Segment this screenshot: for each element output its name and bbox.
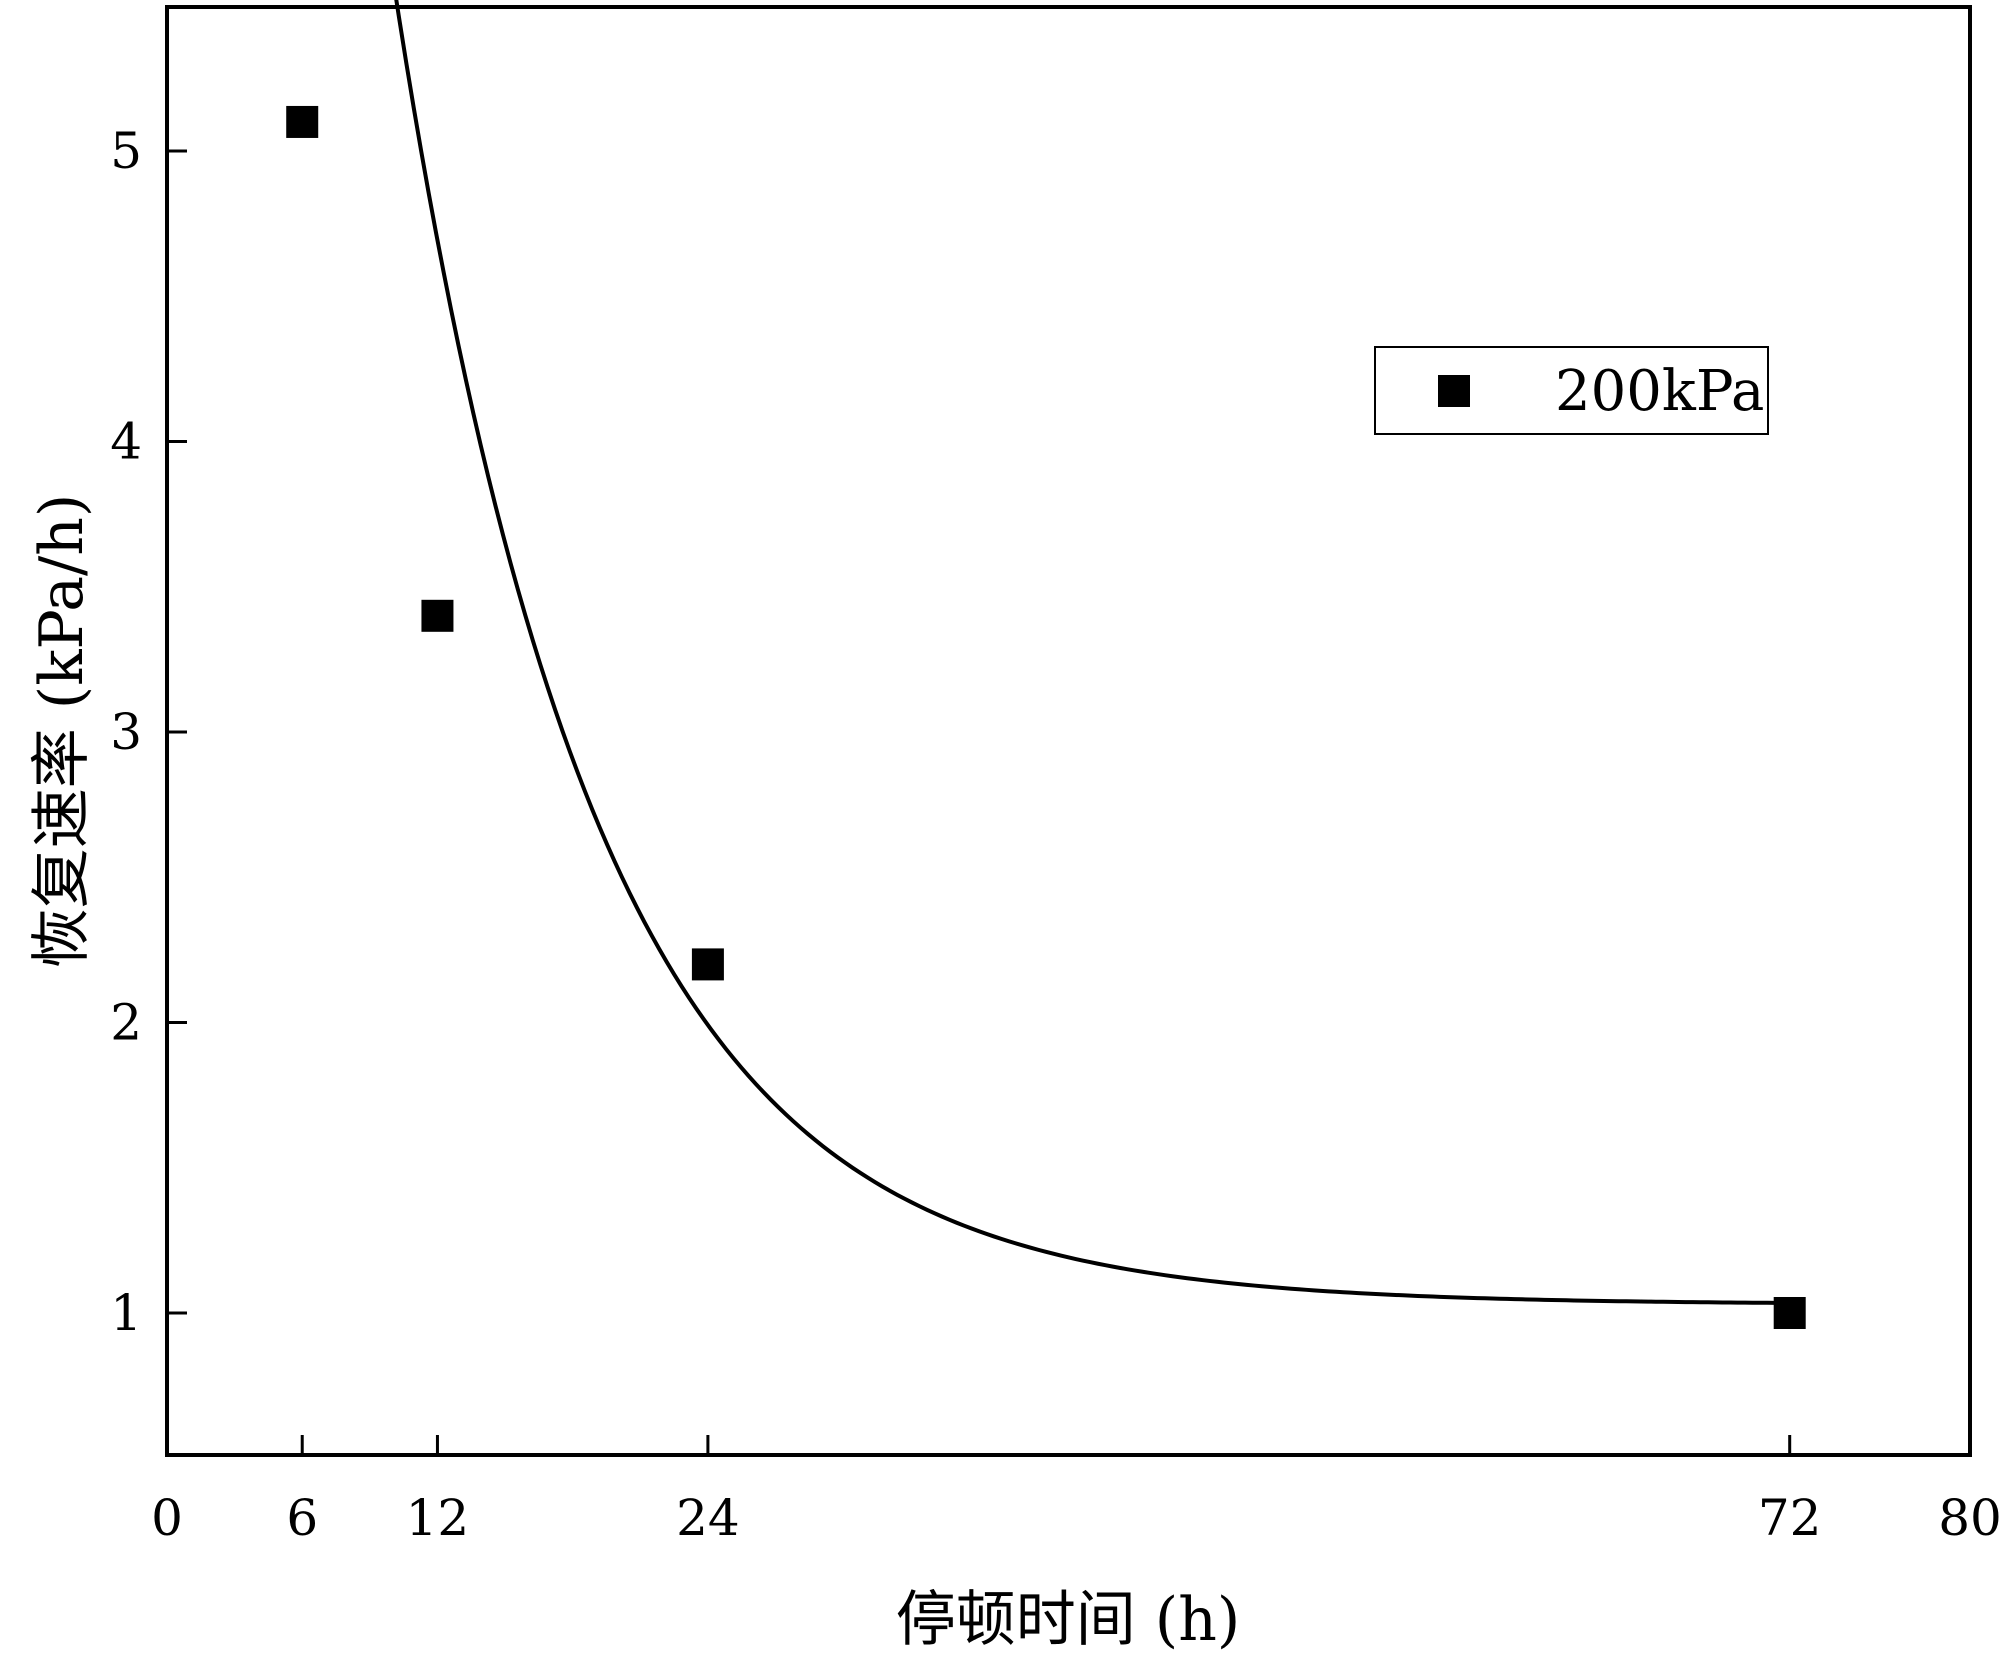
y-tick-label: 4 xyxy=(110,413,142,471)
plot-frame xyxy=(165,5,1972,1457)
y-tick-label: 3 xyxy=(110,703,142,761)
x-axis-title: 停顿时间 (h) xyxy=(896,1585,1241,1655)
x-tick-label: 0 xyxy=(151,1489,183,1547)
x-tick-label: 12 xyxy=(406,1489,470,1547)
data-points xyxy=(286,105,1806,1329)
data-point-square xyxy=(691,948,724,981)
x-tick-label: 6 xyxy=(286,1489,318,1547)
y-tick-label: 5 xyxy=(110,122,142,180)
data-point-square xyxy=(1773,1297,1806,1329)
x-tick-label: 80 xyxy=(1938,1489,2000,1547)
y-axis-title: 恢复速率 (kPa/h) xyxy=(27,494,97,969)
data-point-square xyxy=(286,105,319,138)
x-axis-ticks: 0 6 12 24 72 80 xyxy=(151,1435,2000,1547)
y-tick-label: 2 xyxy=(110,994,142,1052)
x-tick-label: 72 xyxy=(1758,1489,1822,1547)
legend: 200kPa xyxy=(1374,346,1769,435)
legend-marker-square xyxy=(1438,375,1470,407)
data-point-square xyxy=(421,599,454,632)
y-axis-ticks: 1 2 3 4 5 xyxy=(110,122,187,1342)
x-tick-label: 24 xyxy=(676,1489,740,1547)
fit-curve xyxy=(394,0,1790,1305)
legend-label: 200kPa xyxy=(1555,359,1764,424)
y-tick-label: 1 xyxy=(110,1284,142,1342)
